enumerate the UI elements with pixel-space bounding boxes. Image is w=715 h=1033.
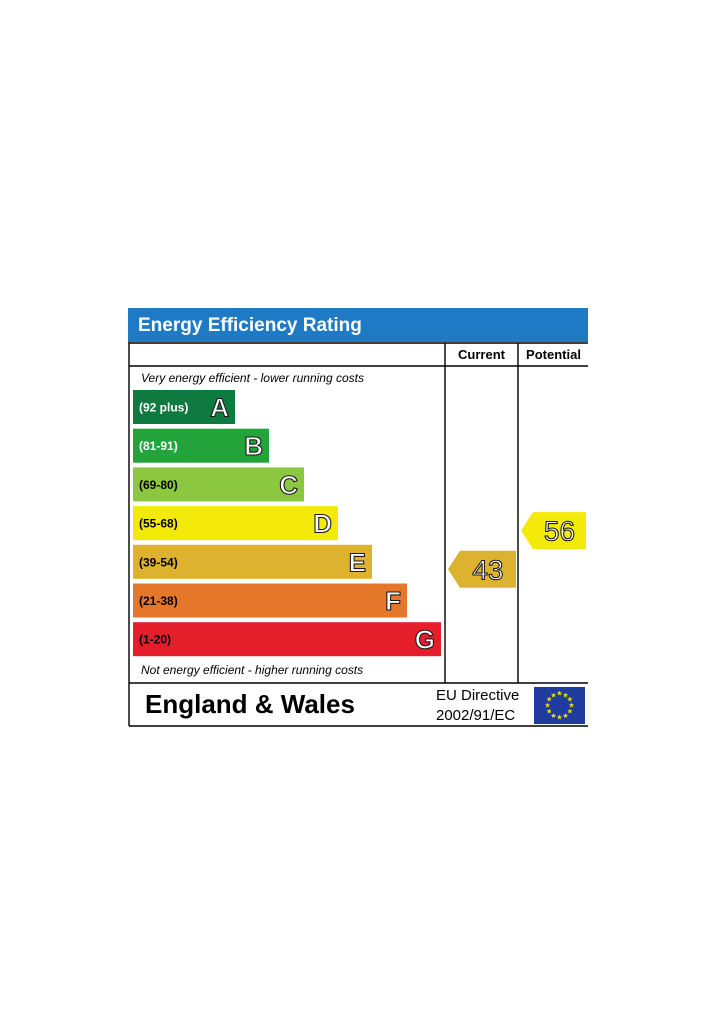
chart-title: Energy Efficiency Rating — [138, 315, 362, 336]
band-g: (1-20) G — [133, 622, 441, 657]
band-letter-c: C — [279, 470, 298, 500]
directive-line-1: EU Directive — [436, 687, 519, 704]
arrow-shape-current — [448, 550, 516, 588]
band-a: (92 plus) A — [133, 390, 235, 424]
band-bar-e — [133, 544, 372, 579]
arrow-value-current: 43 — [472, 554, 503, 585]
band-bar-a — [133, 390, 235, 424]
band-letter-b: B — [244, 431, 263, 461]
eu-star-icon: ★ — [556, 714, 562, 722]
eu-star-icon: ★ — [556, 690, 562, 698]
band-bar-g — [133, 622, 441, 657]
band-bar-f — [133, 583, 407, 618]
band-range-e: (39-54) — [139, 555, 178, 569]
directive-line-2: 2002/91/EC — [436, 707, 515, 724]
eu-star-icon: ★ — [550, 691, 556, 699]
arrow-value-potential: 56 — [544, 516, 575, 547]
band-letter-g: G — [415, 625, 435, 655]
epc-svg: Energy Efficiency Rating Current Potenti… — [128, 308, 588, 727]
eu-star-icon: ★ — [546, 708, 552, 716]
arrow-potential: 56 — [521, 512, 586, 550]
band-b: (81-91) B — [133, 428, 269, 463]
eu-flag-icon: ★ ★★★★★★★★★★★ — [534, 687, 585, 724]
note-very-efficient: Very energy efficient - lower running co… — [141, 371, 364, 385]
title-bar — [128, 308, 588, 342]
eu-star-icon: ★ — [550, 712, 556, 720]
band-bar-d — [133, 506, 338, 541]
region-label: England & Wales — [145, 689, 355, 719]
band-letter-a: A — [210, 393, 229, 423]
column-header-potential: Potential — [526, 347, 581, 362]
band-e: (39-54) E — [133, 544, 372, 579]
rating-arrows: 43 56 — [448, 512, 586, 588]
band-f: (21-38) F — [133, 583, 407, 618]
eu-star-icon: ★ — [562, 691, 568, 699]
band-letter-f: F — [385, 586, 401, 616]
frame-lines — [128, 342, 588, 727]
arrow-current: 43 — [448, 550, 516, 588]
eu-star-icon: ★ — [562, 712, 568, 720]
band-letter-e: E — [349, 547, 366, 577]
rating-bands: (92 plus) A (81-91) B (69-80) C (55-68) D (39-54… — [133, 390, 441, 657]
band-range-a: (92 plus) — [139, 401, 188, 415]
energy-efficiency-rating-chart: Energy Efficiency Rating Current Potenti… — [128, 308, 588, 727]
band-range-f: (21-38) — [139, 594, 178, 608]
band-range-b: (81-91) — [139, 439, 178, 453]
band-d: (55-68) D — [133, 506, 338, 541]
band-c: (69-80) C — [133, 467, 304, 502]
eu-star-icon: ★ — [567, 708, 573, 716]
band-range-g: (1-20) — [139, 633, 171, 647]
column-header-current: Current — [458, 347, 506, 362]
arrow-shape-potential — [521, 512, 586, 550]
eu-star-icon: ★ — [544, 702, 550, 710]
eu-star-icon: ★ — [567, 696, 573, 704]
band-letter-d: D — [313, 509, 332, 539]
band-bar-c — [133, 467, 304, 502]
band-range-d: (55-68) — [139, 517, 178, 531]
eu-star-icon: ★ — [568, 702, 574, 710]
band-bar-b — [133, 428, 269, 463]
band-range-c: (69-80) — [139, 478, 178, 492]
eu-star-icon: ★ — [546, 696, 552, 704]
note-not-efficient: Not energy efficient - higher running co… — [141, 663, 363, 677]
